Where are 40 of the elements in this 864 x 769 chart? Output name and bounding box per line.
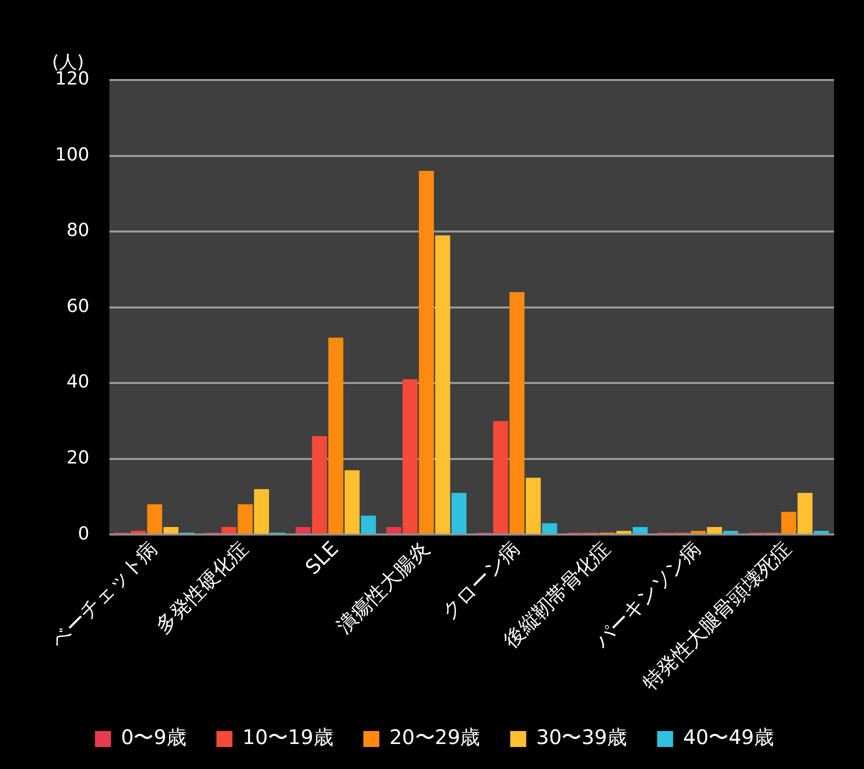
y-tick-label: 80 [66,220,90,242]
legend-label: 30〜39歳 [536,725,628,750]
bar [238,504,253,534]
bar [798,492,813,534]
bar [690,530,706,534]
legend-label: 40〜49歳 [683,725,774,750]
y-tick-label: 100 [54,144,90,166]
legend-label: 0〜9歳 [120,725,186,750]
bar [526,478,541,534]
bar [509,292,524,534]
bar [451,492,466,534]
bar [360,516,376,534]
y-tick-label: 40 [66,372,90,393]
legend-label: 10〜19歳 [242,725,334,750]
bar [493,420,508,534]
bar [632,527,648,534]
bar [130,530,146,534]
bar [402,379,418,534]
y-tick-label: 60 [66,296,90,317]
bar [344,470,360,534]
bar [616,530,632,534]
y-tick-label: 20 [66,448,90,469]
bar [312,436,328,534]
bar [221,527,236,534]
bar [814,530,829,534]
bar [781,512,796,534]
bar [542,523,558,534]
bar [435,235,450,534]
y-tick-label: 0 [78,523,90,544]
bar [723,530,738,534]
bar [296,527,311,534]
bar [418,170,434,534]
x-tick-label: SLE [300,536,344,580]
bar [254,489,270,534]
bar [386,527,402,534]
bar [328,338,344,534]
bar [163,527,178,534]
legend-label: 20〜29歳 [389,725,480,750]
bar [147,504,162,534]
bar [706,527,722,534]
